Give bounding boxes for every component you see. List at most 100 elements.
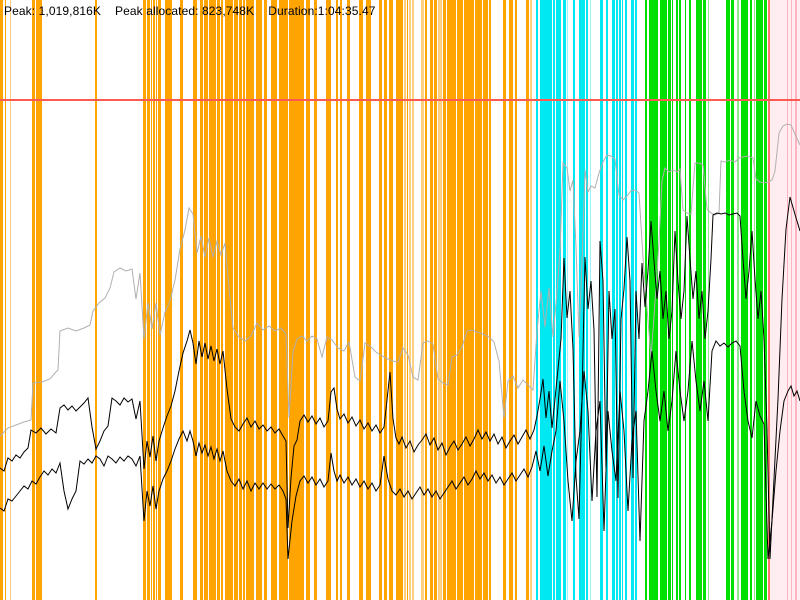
- allocation-band: [264, 0, 267, 600]
- allocation-band: [579, 0, 585, 600]
- allocation-band: [151, 0, 152, 600]
- peak-allocated-stat: Peak allocated: 823,748K: [115, 4, 255, 18]
- allocation-band: [340, 0, 342, 600]
- allocation-band: [156, 0, 157, 600]
- allocation-band: [289, 0, 304, 600]
- allocation-band: [434, 0, 437, 600]
- allocation-band: [217, 0, 220, 600]
- allocation-band: [5, 0, 6, 600]
- allocation-band: [384, 0, 387, 600]
- allocation-band: [530, 0, 532, 600]
- allocation-band: [612, 0, 615, 600]
- allocation-band: [404, 0, 406, 600]
- allocation-band: [430, 0, 433, 600]
- stats-bar: Peak: 1,019,816K Peak allocated: 823,748K…: [4, 3, 376, 19]
- allocation-band: [631, 0, 634, 600]
- allocation-band: [389, 0, 393, 600]
- allocation-band: [457, 0, 463, 600]
- allocation-band: [153, 0, 155, 600]
- allocation-band: [703, 0, 706, 600]
- allocation-band: [696, 0, 702, 600]
- allocation-band: [447, 0, 456, 600]
- allocation-band: [147, 0, 150, 600]
- allocation-band: [193, 0, 197, 600]
- allocation-band: [764, 0, 767, 600]
- allocation-band: [737, 0, 739, 600]
- allocation-band: [225, 0, 233, 600]
- allocation-band: [314, 0, 317, 600]
- allocation-band: [619, 0, 621, 600]
- allocation-band: [726, 0, 730, 600]
- allocation-band: [483, 0, 488, 600]
- allocation-band: [246, 0, 254, 600]
- allocation-band: [606, 0, 608, 600]
- allocated-upper-line: [0, 196, 800, 560]
- allocation-band: [336, 0, 338, 600]
- allocation-band: [685, 0, 686, 600]
- allocation-band: [379, 0, 382, 600]
- allocation-band: [515, 0, 517, 600]
- allocation-band: [221, 0, 223, 600]
- red-vertical-marker: [768, 0, 770, 600]
- allocation-band: [271, 0, 277, 600]
- allocation-band: [556, 0, 561, 600]
- allocation-band: [234, 0, 238, 600]
- allocation-band: [536, 0, 538, 600]
- allocation-band: [326, 0, 331, 600]
- allocation-band: [668, 0, 671, 600]
- allocation-band: [209, 0, 216, 600]
- allocation-band: [0, 0, 3, 600]
- allocation-band: [165, 0, 172, 600]
- allocation-band: [239, 0, 242, 600]
- allocation-band: [567, 0, 568, 600]
- peak-stat: Peak: 1,019,816K: [4, 4, 102, 18]
- allocation-band: [475, 0, 482, 600]
- allocation-band: [407, 0, 408, 600]
- peak-threshold-line: [0, 99, 800, 101]
- allocation-band: [200, 0, 203, 600]
- allocation-band: [625, 0, 627, 600]
- allocated-lower-line: [0, 340, 800, 560]
- allocation-band: [32, 0, 35, 600]
- allocation-band: [553, 0, 555, 600]
- allocation-band: [509, 0, 513, 600]
- allocation-band: [563, 0, 566, 600]
- allocation-band: [754, 0, 755, 600]
- pink-marker-line: [795, 0, 797, 600]
- allocation-band: [396, 0, 400, 600]
- peak-memory-line: [0, 123, 800, 437]
- duration-stat: Duration:1:04:35.47: [268, 4, 376, 18]
- allocation-band: [256, 0, 262, 600]
- allocation-band: [306, 0, 310, 600]
- allocation-band: [143, 0, 146, 600]
- allocation-band: [412, 0, 414, 600]
- allocation-band: [590, 0, 591, 600]
- allocation-band: [438, 0, 442, 600]
- allocation-band: [600, 0, 603, 600]
- allocation-band: [36, 0, 42, 600]
- allocation-band: [204, 0, 208, 600]
- allocation-band: [366, 0, 371, 600]
- allocation-band: [676, 0, 678, 600]
- pink-marker-line: [787, 0, 788, 600]
- allocation-band: [10, 0, 11, 600]
- allocation-band: [421, 0, 424, 600]
- allocation-band: [503, 0, 506, 600]
- allocation-band: [731, 0, 734, 600]
- allocation-band: [158, 0, 161, 600]
- allocation-band: [243, 0, 245, 600]
- allocation-band: [464, 0, 474, 600]
- allocation-band: [756, 0, 763, 600]
- allocation-band: [616, 0, 618, 600]
- allocation-band: [573, 0, 575, 600]
- allocation-band: [425, 0, 427, 600]
- allocation-band: [95, 0, 97, 600]
- allocation-band: [689, 0, 691, 600]
- allocation-band: [649, 0, 658, 600]
- pink-marker-line: [791, 0, 792, 600]
- allocation-band: [741, 0, 748, 600]
- allocation-band: [180, 0, 183, 600]
- allocation-band: [409, 0, 411, 600]
